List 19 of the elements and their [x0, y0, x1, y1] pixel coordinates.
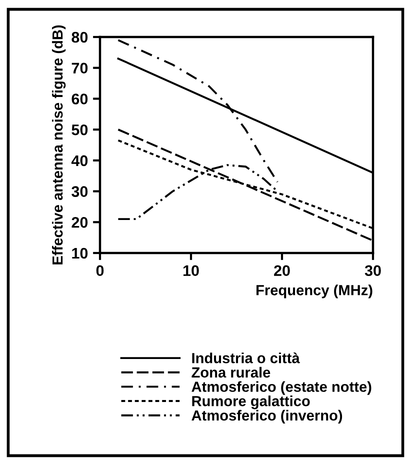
legend-label: Industria o città [192, 352, 300, 364]
y-tick-label: 40 [71, 155, 88, 166]
x-tick-label: 10 [183, 265, 199, 276]
x-axis-title: Frequency (MHz) [256, 284, 372, 298]
y-tick-label: 80 [72, 32, 88, 43]
legend-label: Atmosferico (inverno) [192, 410, 342, 424]
y-tick-label: 50 [72, 124, 88, 136]
x-tick-label: 0 [96, 265, 104, 276]
y-tick-label: 60 [72, 94, 88, 104]
legend-label: Zona rurale [192, 366, 270, 378]
y-tick-label: 30 [72, 186, 88, 197]
legend-label: Rumore galattico [192, 396, 310, 410]
y-tick-label: 20 [72, 217, 88, 228]
x-tick-label: 20 [274, 265, 290, 276]
y-axis-title: Effective antenna noise figure (dB) [52, 25, 66, 264]
legend-label: Atmosferico (estate notte) [192, 381, 372, 395]
x-tick-label: 30 [364, 265, 381, 276]
y-tick-label: 70 [72, 62, 88, 74]
y-tick-label: 10 [72, 248, 88, 259]
